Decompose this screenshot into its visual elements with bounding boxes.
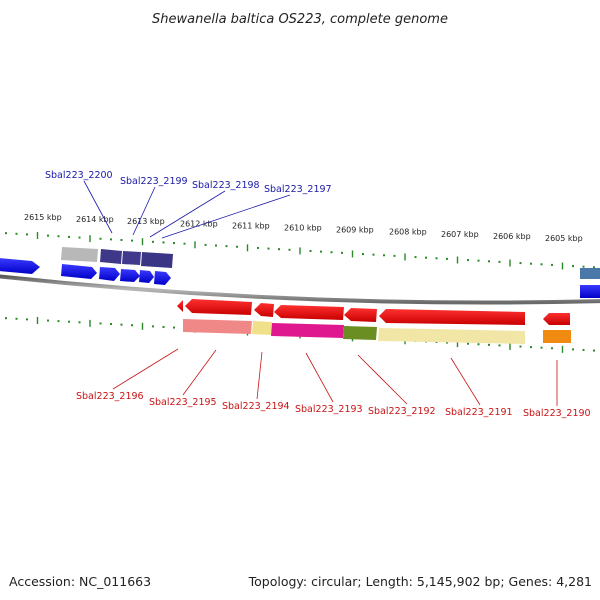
- reverse-feature-box[interactable]: [183, 319, 252, 334]
- reverse-feature-box[interactable]: [378, 328, 525, 344]
- tick-label: 2611 kbp: [232, 221, 270, 230]
- reverse-gene-arrow[interactable]: [177, 300, 183, 312]
- gene-label-sbal223-2200[interactable]: Sbal223_2200: [45, 170, 113, 181]
- forward-gene-arrow[interactable]: [0, 258, 40, 274]
- reverse-gene-arrow[interactable]: [543, 313, 570, 325]
- tick-label: 2605 kbp: [545, 234, 583, 243]
- forward-feature-box[interactable]: [100, 249, 122, 264]
- gene-label-sbal223-2196[interactable]: Sbal223_2196: [76, 391, 144, 402]
- forward-feature-box[interactable]: [61, 247, 98, 262]
- tick-labels: 2615 kbp 2614 kbp 2613 kbp 2612 kbp 2611 kbp…: [24, 213, 583, 243]
- gene-label-sbal223-2193[interactable]: Sbal223_2193: [295, 404, 363, 415]
- forward-feature-box[interactable]: [122, 251, 141, 265]
- reverse-gene-arrow[interactable]: [344, 308, 377, 322]
- tick-row-top: [5, 232, 595, 270]
- gene-label-sbal223-2199[interactable]: Sbal223_2199: [120, 176, 188, 187]
- reverse-feature-box[interactable]: [271, 323, 344, 338]
- reverse-gene-arrow[interactable]: [274, 305, 344, 320]
- genome-backbone: [0, 274, 600, 305]
- reverse-labels: Sbal223_2196 Sbal223_2195 Sbal223_2194 S…: [76, 348, 591, 419]
- forward-gene-arrow[interactable]: [139, 270, 154, 283]
- tick-label: 2612 kbp: [180, 219, 218, 228]
- reverse-gene-arrow[interactable]: [379, 309, 525, 325]
- genome-summary-text: Topology: circular; Length: 5,145,902 bp…: [248, 574, 592, 589]
- forward-labels: Sbal223_2200 Sbal223_2199 Sbal223_2198 S…: [45, 170, 332, 239]
- tick-label: 2608 kbp: [389, 228, 427, 237]
- reverse-gene-arrow[interactable]: [254, 303, 274, 317]
- gene-label-sbal223-2195[interactable]: Sbal223_2195: [149, 397, 217, 408]
- forward-gene-arrow[interactable]: [61, 264, 97, 279]
- gene-label-sbal223-2190[interactable]: Sbal223_2190: [523, 408, 591, 419]
- gene-label-sbal223-2191[interactable]: Sbal223_2191: [445, 407, 513, 418]
- forward-gene-arrow[interactable]: [120, 269, 140, 282]
- gene-label-sbal223-2194[interactable]: Sbal223_2194: [222, 401, 290, 412]
- tick-label: 2615 kbp: [24, 213, 62, 222]
- reverse-feature-box[interactable]: [343, 326, 377, 340]
- gene-label-sbal223-2192[interactable]: Sbal223_2192: [368, 406, 436, 417]
- tick-label: 2613 kbp: [127, 217, 165, 226]
- forward-gene-arrow[interactable]: [580, 285, 600, 298]
- tick-label: 2610 kbp: [284, 224, 322, 233]
- gene-label-sbal223-2197[interactable]: Sbal223_2197: [264, 184, 332, 195]
- reverse-feature-box[interactable]: [252, 321, 272, 335]
- accession-text: Accession: NC_011663: [9, 574, 151, 589]
- reverse-strand: [177, 299, 571, 344]
- reverse-feature-box[interactable]: [543, 330, 571, 343]
- gene-label-sbal223-2198[interactable]: Sbal223_2198: [192, 180, 260, 191]
- tick-label: 2606 kbp: [493, 232, 531, 241]
- forward-strand: [0, 247, 600, 298]
- forward-gene-arrow[interactable]: [99, 267, 120, 281]
- map-title: Shewanella baltica OS223, complete genom…: [152, 12, 448, 27]
- tick-label: 2614 kbp: [76, 215, 114, 224]
- tick-label: 2607 kbp: [441, 230, 479, 239]
- forward-gene-arrow[interactable]: [154, 271, 171, 285]
- reverse-gene-arrow[interactable]: [185, 299, 252, 315]
- forward-feature-box[interactable]: [580, 268, 600, 279]
- tick-label: 2609 kbp: [336, 226, 374, 235]
- forward-feature-box[interactable]: [141, 252, 173, 268]
